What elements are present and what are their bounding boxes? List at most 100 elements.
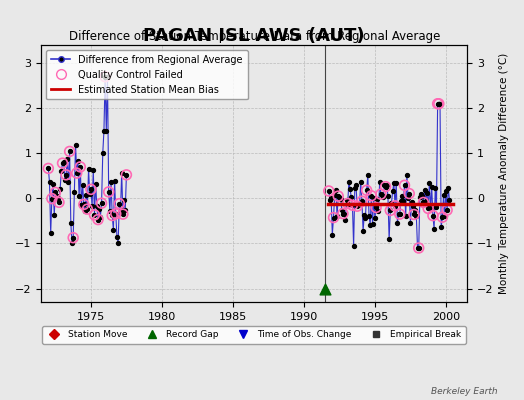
Point (103, 74, 112, 80)
Point (89, 167, 97, 173)
Point (57, 168, 66, 174)
Point (399, 198, 408, 204)
Point (397, 198, 405, 204)
Point (376, 179, 384, 185)
Point (49, 181, 57, 188)
Point (333, 213, 341, 219)
Point (114, 240, 122, 246)
Point (58, 160, 67, 166)
Point (111, 177, 119, 184)
Point (429, 212, 437, 219)
Point (115, 200, 124, 207)
Point (419, 199, 428, 206)
Point (120, 197, 128, 204)
Point (404, 195, 412, 201)
Point (118, 211, 127, 217)
Point (418, 193, 427, 200)
Point (340, 211, 348, 218)
Point (379, 194, 387, 200)
Point (339, 210, 347, 217)
Point (74, 158, 82, 164)
Point (372, 204, 380, 211)
Point (430, 226, 438, 232)
Point (117, 170, 126, 176)
Point (64, 179, 73, 185)
Point (93, 203, 101, 210)
Title: PAGAN ISL AWS (AUT): PAGAN ISL AWS (AUT) (144, 27, 365, 45)
Point (425, 180, 433, 186)
Point (410, 211, 418, 218)
Point (373, 195, 381, 202)
Point (439, 192, 447, 199)
Point (366, 222, 374, 228)
Point (76, 164, 84, 170)
Point (69, 234, 78, 241)
Point (395, 211, 403, 218)
Point (377, 191, 385, 197)
Point (334, 193, 342, 199)
Point (411, 207, 419, 213)
Point (68, 240, 76, 246)
Point (328, 232, 336, 238)
Point (417, 191, 425, 197)
Point (108, 212, 116, 219)
Point (71, 142, 80, 148)
Point (44, 165, 52, 172)
Point (48, 195, 56, 202)
Point (437, 224, 445, 231)
Point (365, 212, 373, 219)
Point (47, 230, 55, 236)
Point (61, 176, 69, 183)
Point (356, 179, 365, 185)
Point (441, 212, 449, 219)
Point (371, 215, 379, 222)
Point (62, 172, 70, 178)
Point (434, 100, 443, 107)
Point (96, 213, 105, 220)
Text: Berkeley Earth: Berkeley Earth (431, 387, 498, 396)
Point (423, 190, 431, 196)
Point (51, 189, 60, 196)
Point (345, 178, 353, 185)
Point (372, 204, 380, 211)
Point (329, 214, 337, 221)
Point (108, 212, 116, 219)
Point (431, 185, 440, 191)
Point (50, 212, 59, 218)
Point (51, 189, 60, 196)
Point (381, 184, 390, 190)
Point (355, 201, 364, 208)
Point (445, 197, 454, 203)
Point (329, 214, 337, 221)
Point (79, 181, 87, 188)
Point (66, 148, 74, 155)
Point (377, 191, 385, 197)
Point (101, 74, 110, 80)
Point (398, 192, 406, 199)
Point (55, 199, 63, 206)
Point (121, 207, 129, 214)
Point (432, 204, 441, 211)
Point (92, 180, 100, 187)
Point (82, 192, 90, 199)
Point (45, 179, 53, 186)
Point (369, 195, 378, 202)
Point (334, 193, 342, 199)
Point (72, 170, 81, 176)
Point (433, 100, 442, 107)
Point (56, 186, 64, 192)
Point (408, 198, 416, 205)
Point (97, 200, 106, 206)
Point (81, 208, 89, 214)
Point (88, 203, 96, 209)
Point (100, 128, 108, 134)
Point (344, 200, 352, 207)
Point (72, 170, 81, 176)
Point (391, 203, 399, 209)
Point (358, 198, 366, 204)
Point (363, 187, 371, 194)
Point (52, 193, 61, 199)
Point (386, 207, 395, 214)
Point (438, 214, 446, 220)
Point (85, 191, 94, 197)
